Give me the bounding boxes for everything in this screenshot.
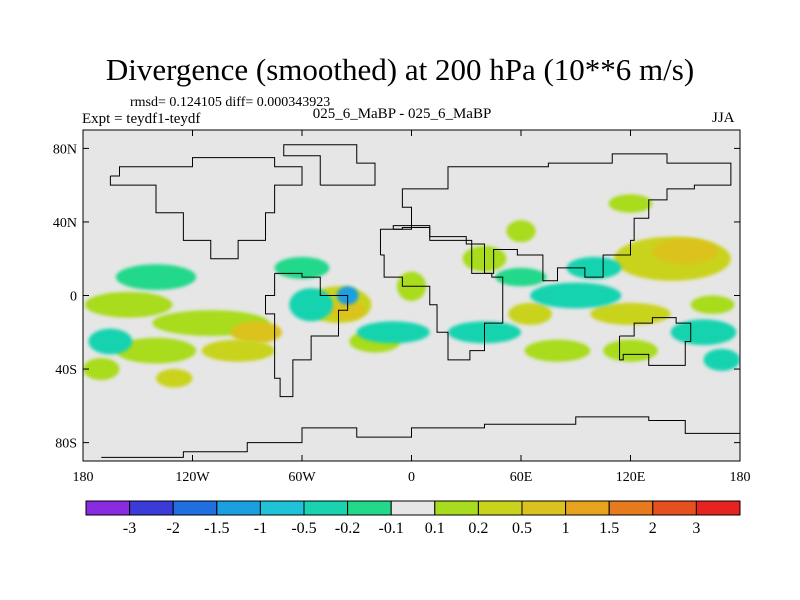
colorbar-swatch xyxy=(303,500,349,516)
field-region xyxy=(156,369,193,388)
stats-text: rmsd= 0.124105 diff= 0.000343923 xyxy=(130,95,331,110)
colorbar-label: 0.5 xyxy=(512,520,532,537)
x-tick-label: 120E xyxy=(616,470,646,485)
field-region xyxy=(495,267,547,287)
continent-outline xyxy=(101,416,740,458)
colorbar-swatch xyxy=(390,500,436,516)
x-tick-label: 180 xyxy=(730,470,751,485)
colorbar-swatch xyxy=(216,500,261,516)
y-tick-label: 80S xyxy=(55,437,77,452)
colorbar-label: 3 xyxy=(692,520,700,537)
colorbar-swatch xyxy=(85,500,131,516)
x-tick-label: 0 xyxy=(408,470,415,485)
field-region xyxy=(506,220,536,243)
field-region xyxy=(590,302,671,325)
field-region xyxy=(524,339,591,362)
colorbar-label: 2 xyxy=(649,520,657,537)
field-region xyxy=(115,264,197,290)
x-tick-label: 60W xyxy=(288,470,316,485)
field-region xyxy=(88,328,133,355)
field-region xyxy=(356,321,430,344)
x-tick-label: 60E xyxy=(510,470,533,485)
field-region xyxy=(230,321,282,344)
continent-outline xyxy=(265,272,349,398)
colorbar-swatch xyxy=(347,500,392,516)
field-region xyxy=(83,358,120,381)
colorbar-swatch xyxy=(565,500,610,516)
y-tick-label: 40S xyxy=(55,363,77,378)
colorbar-swatch xyxy=(652,500,697,516)
experiment-label: Expt = teydf1-teydf xyxy=(82,111,201,127)
colorbar-label: -0.5 xyxy=(291,520,316,537)
colorbar-swatch xyxy=(477,500,523,516)
colorbar-swatch xyxy=(259,500,305,516)
axes: 180 120W 60W 0 60E 120E 180 80N 40N 0 40S 80S xyxy=(53,130,751,485)
colorbar-label: -1.5 xyxy=(204,520,229,537)
colorbar-swatch xyxy=(129,500,174,516)
continent-outline xyxy=(109,157,303,260)
colorbar-label: 0.2 xyxy=(468,520,488,537)
continent-outline xyxy=(619,317,692,366)
field-region xyxy=(703,348,740,371)
chart-subtitle: 025_6_MaBP - 025_6_MaBP xyxy=(312,106,492,122)
colorbar-label: 0.1 xyxy=(425,520,445,537)
colorbar-label: -0.2 xyxy=(335,520,360,537)
field-region xyxy=(530,282,622,309)
colorbar-swatch xyxy=(608,500,654,516)
colorbar-label: -2 xyxy=(167,520,180,537)
y-tick-label: 80N xyxy=(53,142,77,157)
colorbar-label: -0.1 xyxy=(379,520,404,537)
field-region xyxy=(566,256,622,279)
x-tick-label: 180 xyxy=(73,470,94,485)
field-region xyxy=(201,339,275,362)
continent-outline xyxy=(379,226,504,361)
continent-outlines xyxy=(101,144,740,458)
y-tick-label: 0 xyxy=(70,290,77,305)
field-region xyxy=(608,194,653,213)
field-region xyxy=(289,288,334,322)
field-region xyxy=(115,337,197,364)
colorbar-label: -3 xyxy=(123,520,136,537)
y-tick-label: 40N xyxy=(53,216,77,231)
colorbar-label: 1.5 xyxy=(599,520,619,537)
colorbar-label: 1 xyxy=(562,520,570,537)
field-region xyxy=(508,302,553,325)
chart-title: Divergence (smoothed) at 200 hPa (10**6 … xyxy=(105,52,695,87)
colorbar-swatch xyxy=(695,500,741,516)
field-region xyxy=(603,339,658,362)
colorbar-swatch xyxy=(172,500,218,516)
colorbar: -3 -2 -1.5 -1 -0.5 -0.2 -0.1 0.1 0.2 0.5 1 1.5 2 3 xyxy=(85,500,741,537)
field-region xyxy=(652,238,719,265)
colorbar-swatch xyxy=(434,500,479,516)
season-label: JJA xyxy=(712,110,735,126)
colorbar-label: -1 xyxy=(254,520,267,537)
field-region xyxy=(84,291,173,318)
colorbar-swatch xyxy=(521,500,567,516)
field-region xyxy=(670,319,737,346)
field-region xyxy=(690,295,735,314)
x-tick-label: 120W xyxy=(175,470,210,485)
continent-outline xyxy=(283,144,376,186)
